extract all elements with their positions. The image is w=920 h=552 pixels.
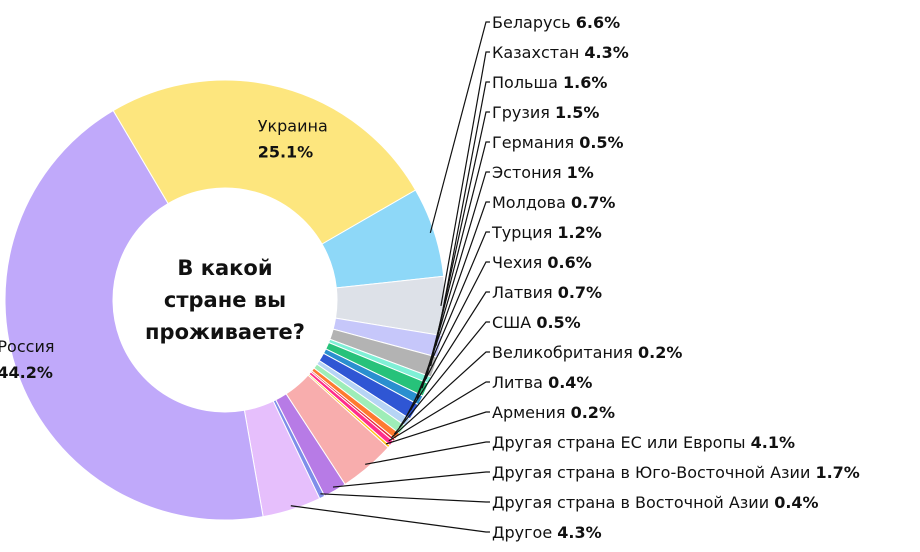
slice-label-3: Грузия 1.5% [492,103,599,122]
slice-label-12: Литва 0.4% [492,373,592,392]
pie-slice-18 [4,109,264,521]
leader-line-1 [440,51,490,306]
leader-line-12 [388,381,490,442]
slice-label-value: 0.4% [774,493,818,512]
slice-label-value: 0.5% [536,313,580,332]
slice-label-value: 1.5% [555,103,599,122]
slice-label-name: Литва [492,373,548,392]
slice-label-13: Армения 0.2% [492,403,615,422]
leader-line-16 [320,493,490,503]
slice-label-11: Великобритания 0.2% [492,343,682,362]
leader-line-2 [435,81,490,346]
slice-label-value: 0.7% [558,283,602,302]
leader-line-11 [390,351,490,439]
pie-slices [4,79,446,521]
leader-line-5 [421,171,490,389]
slice-label-0: Беларусь 6.6% [492,13,620,32]
chart-title: В какой стране вы проживаете? [145,256,305,344]
slice-label-value: 0.2% [638,343,682,362]
slice-label-value: 0.2% [571,403,615,422]
leader-line-6 [416,201,490,399]
slice-label-name: Латвия [492,283,558,302]
slice-label-16: Другая страна в Восточной Азии 0.4% [492,493,819,512]
slice-label-value: 0.6% [547,253,591,272]
slice-label-2: Польша 1.6% [492,73,607,92]
slice-label-value: 4.3% [557,523,601,542]
slice-label-value: 0.4% [548,373,592,392]
slice-label-6: Молдова 0.7% [492,193,615,212]
slice-label-value: 4.1% [751,433,795,452]
leader-line-10 [393,321,490,435]
slice-label-name: Эстония [492,163,567,182]
slice-label-7: Турция 1.2% [491,223,602,242]
slice-label-name: Турция [491,223,557,242]
slice-label-value: 0.7% [571,193,615,212]
slice-label-value-19: 25.1% [258,143,314,162]
slice-label-value: 1.7% [815,463,859,482]
slice-label-name: Грузия [492,103,555,122]
slice-label-name: Другая страна ЕС или Европы [492,433,751,452]
slice-label-14: Другая страна ЕС или Европы 4.1% [492,433,795,452]
slice-labels: Беларусь 6.6% Казахстан 4.3% Польша 1.6% Гр… [0,13,860,542]
slice-label-5: Эстония 1% [492,163,594,182]
slice-label-10: США 0.5% [492,313,581,332]
leader-line-9 [398,291,490,428]
slice-label-name: США [492,313,536,332]
slice-label-name: Армения [492,403,571,422]
leader-line-0 [429,21,490,234]
slice-label-value: 4.3% [584,43,628,62]
slice-label-name: Казахстан [492,43,584,62]
slice-label-name: Чехия [492,253,547,272]
leader-line-7 [410,231,490,411]
leader-lines [290,21,490,533]
leader-line-15 [332,471,490,488]
slice-label-4: Германия 0.5% [492,133,624,152]
slice-label-name: Великобритания [492,343,638,362]
leader-line-14 [365,441,490,465]
slice-label-value: 0.5% [579,133,623,152]
slice-label-value: 1.2% [557,223,601,242]
slice-label-name: Беларусь [492,13,576,32]
slice-label-1: Казахстан 4.3% [492,43,629,62]
slice-label-17: Другое 4.3% [492,523,602,542]
leader-line-13 [385,411,490,445]
slice-label-name: Другая страна в Восточной Азии [492,493,774,512]
leader-line-4 [425,141,490,379]
slice-label-value-18: 44.2% [0,363,53,382]
slice-label-name-19: Украина [258,117,328,136]
leader-line-8 [403,261,490,421]
slice-label-value: 6.6% [576,13,620,32]
slice-label-value: 1.6% [563,73,607,92]
slice-label-name: Другая страна в Юго-Восточной Азии [492,463,815,482]
slice-label-8: Чехия 0.6% [492,253,592,272]
slice-label-15: Другая страна в Юго-Восточной Азии 1.7% [492,463,860,482]
leader-line-17 [290,505,490,533]
pie-slice-19 [112,79,417,245]
slice-label-value: 1% [567,163,594,182]
slice-label-name: Германия [492,133,579,152]
slice-label-9: Латвия 0.7% [492,283,602,302]
slice-label-name: Польша [492,73,563,92]
slice-label-name: Молдова [492,193,571,212]
leader-line-3 [430,111,490,367]
slice-label-name: Другое [492,523,557,542]
slice-label-name-18: Россия [0,337,54,356]
